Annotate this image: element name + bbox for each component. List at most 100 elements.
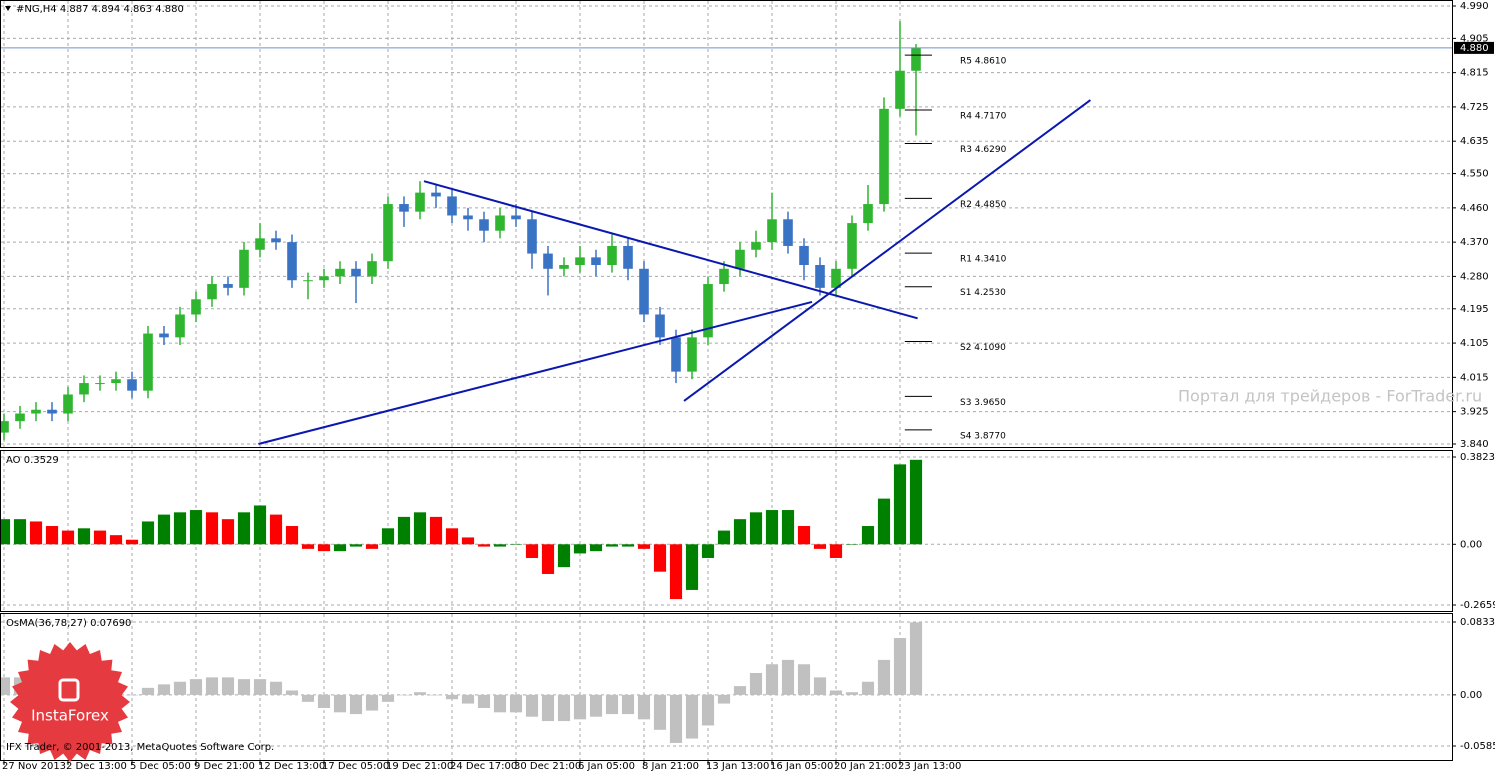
histogram-bar bbox=[173, 512, 187, 545]
histogram-bar bbox=[221, 519, 235, 545]
histogram-bar bbox=[701, 694, 715, 726]
histogram-bar bbox=[557, 544, 571, 568]
histogram-bar bbox=[701, 544, 715, 558]
y-tick-label: 4.460 bbox=[1460, 203, 1489, 214]
histogram-bar bbox=[285, 526, 299, 545]
candle-body bbox=[255, 238, 265, 250]
x-tick-label: 24 Dec 17:00 bbox=[450, 761, 517, 772]
histogram-bar bbox=[285, 690, 299, 695]
histogram-bar bbox=[0, 519, 11, 545]
candle-body bbox=[351, 268, 361, 277]
histogram-bar bbox=[829, 690, 843, 695]
candle-body bbox=[591, 257, 601, 265]
y-tick-label: -0.2659 bbox=[1460, 600, 1495, 611]
histogram-bar bbox=[637, 544, 651, 549]
histogram-bar bbox=[541, 544, 555, 574]
histogram-bar bbox=[365, 544, 379, 549]
y-tick-label: 0.00 bbox=[1460, 539, 1482, 550]
histogram-bar bbox=[861, 681, 875, 695]
histogram-bar bbox=[845, 692, 859, 695]
x-tick-label: 17 Dec 05:00 bbox=[322, 761, 389, 772]
histogram-bar bbox=[749, 512, 763, 545]
candle-body bbox=[191, 299, 201, 315]
x-tick-label: 20 Jan 21:00 bbox=[834, 761, 897, 772]
y-tick-label: 4.905 bbox=[1460, 33, 1489, 44]
histogram-bar bbox=[109, 535, 123, 545]
histogram-bar bbox=[845, 544, 859, 545]
logo: InstaForex bbox=[10, 642, 130, 762]
histogram-bar bbox=[813, 544, 827, 549]
histogram-bar bbox=[157, 684, 171, 695]
price-panel bbox=[0, 0, 1453, 448]
candle-body bbox=[735, 249, 745, 269]
x-tick-label: 30 Dec 21:00 bbox=[514, 761, 581, 772]
watermark: Портал для трейдеров - ForTrader.ru bbox=[1178, 387, 1482, 406]
histogram-bar bbox=[573, 694, 587, 720]
candle-body bbox=[767, 219, 777, 243]
histogram-bar bbox=[77, 528, 91, 545]
histogram-bar bbox=[301, 544, 315, 549]
histogram-bar bbox=[877, 659, 891, 695]
x-tick-label: 9 Dec 21:00 bbox=[194, 761, 255, 772]
candle-body bbox=[687, 337, 697, 372]
histogram-bar bbox=[141, 687, 155, 695]
x-tick-label: 13 Jan 13:00 bbox=[706, 761, 769, 772]
candle-body bbox=[623, 245, 633, 269]
candle-body bbox=[863, 204, 873, 224]
pivot-label: R5 4.8610 bbox=[960, 57, 1007, 67]
histogram-bar bbox=[397, 516, 411, 545]
y-tick-label: 4.195 bbox=[1460, 304, 1489, 315]
histogram-bar bbox=[621, 544, 635, 547]
x-tick-label: 2 Dec 13:00 bbox=[66, 761, 127, 772]
pivot-label: S3 3.9650 bbox=[960, 398, 1006, 408]
y-tick-label: 4.015 bbox=[1460, 372, 1489, 383]
histogram-bar bbox=[765, 664, 779, 695]
histogram-bar bbox=[653, 694, 667, 730]
histogram-bar bbox=[589, 694, 603, 717]
histogram-bar bbox=[429, 694, 443, 696]
histogram-bar bbox=[525, 694, 539, 717]
candle-body bbox=[671, 337, 681, 372]
candle-body bbox=[607, 245, 617, 265]
y-tick-label: 4.370 bbox=[1460, 237, 1489, 248]
candle-body bbox=[175, 314, 185, 338]
candle-body bbox=[303, 280, 313, 282]
candle-body bbox=[799, 245, 809, 265]
histogram-bar bbox=[493, 544, 507, 547]
candle-body bbox=[15, 413, 25, 422]
osma-panel bbox=[0, 613, 1453, 761]
x-tick-label: 8 Jan 21:00 bbox=[642, 761, 699, 772]
histogram-bar bbox=[189, 679, 203, 695]
histogram-bar bbox=[781, 659, 795, 695]
histogram-bar bbox=[381, 528, 395, 545]
histogram-bar bbox=[829, 544, 843, 558]
histogram-bar bbox=[749, 673, 763, 695]
candle-body bbox=[95, 383, 105, 385]
candle-body bbox=[63, 394, 73, 414]
histogram-bar bbox=[909, 622, 923, 695]
pivot-label: S1 4.2530 bbox=[960, 288, 1006, 298]
histogram-bar bbox=[781, 510, 795, 545]
candle-body bbox=[575, 257, 585, 265]
histogram-bar bbox=[205, 677, 219, 695]
histogram-bar bbox=[717, 530, 731, 545]
candle-body bbox=[879, 108, 889, 205]
histogram-bar bbox=[301, 694, 315, 702]
y-tick-label: 4.815 bbox=[1460, 68, 1489, 79]
candle-body bbox=[783, 219, 793, 246]
histogram-bar bbox=[397, 694, 411, 696]
candle-body bbox=[239, 249, 249, 288]
histogram-bar bbox=[29, 521, 43, 545]
histogram-bar bbox=[317, 694, 331, 708]
histogram-bar bbox=[909, 459, 923, 545]
histogram-bar bbox=[605, 694, 619, 715]
y-tick-label: 0.08335 bbox=[1460, 617, 1495, 628]
candle-body bbox=[911, 47, 921, 71]
x-tick-label: 27 Nov 2013 bbox=[2, 761, 66, 772]
candle-body bbox=[479, 219, 489, 231]
histogram-bar bbox=[61, 530, 75, 545]
y-tick-label: 3.925 bbox=[1460, 407, 1489, 418]
histogram-bar bbox=[157, 514, 171, 545]
candle-body bbox=[159, 333, 169, 338]
